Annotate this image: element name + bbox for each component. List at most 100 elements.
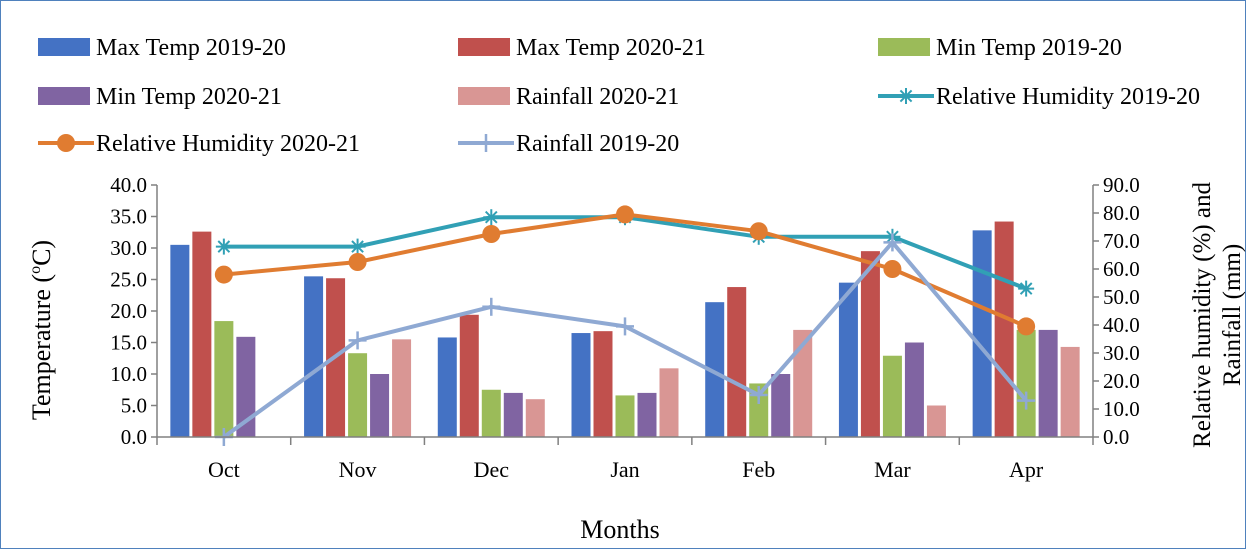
bar (459, 314, 479, 437)
y-tick-label: 35.0 (110, 205, 147, 229)
bar (437, 337, 457, 437)
y2-tick-label: 80.0 (1103, 201, 1140, 225)
line-group (214, 205, 1036, 446)
bar (192, 231, 212, 437)
x-tick-label: Apr (1009, 457, 1044, 482)
point-marker (1018, 280, 1035, 297)
y2-tick-label: 20.0 (1103, 369, 1140, 393)
legend-label: Min Temp 2020-21 (96, 84, 282, 110)
y2-tick-label: 70.0 (1103, 229, 1140, 253)
point-marker (348, 331, 367, 350)
legend-label: Relative Humidity 2020-21 (96, 131, 360, 157)
y-axis-title: Temperature (oC) (27, 240, 56, 420)
bar (838, 282, 858, 437)
bar (615, 395, 635, 437)
y-axis-title-end: C) (27, 240, 56, 266)
legend-swatch (38, 38, 90, 56)
bar (304, 276, 324, 437)
y-tick-label: 0.0 (121, 425, 147, 449)
point-marker (883, 233, 902, 252)
bar (659, 368, 679, 437)
y-tick-label: 5.0 (121, 394, 147, 418)
legend-swatch (458, 38, 510, 56)
bar (705, 302, 725, 437)
y2-tick-label: 60.0 (1103, 257, 1140, 281)
bar (236, 336, 256, 437)
y2-tick-label: 90.0 (1103, 173, 1140, 197)
legend-label: Max Temp 2020-21 (516, 35, 706, 61)
bar (860, 251, 880, 437)
x-tick-label: Jan (610, 457, 639, 482)
legend-label: Max Temp 2019-20 (96, 35, 286, 61)
y2-tick-label: 40.0 (1103, 313, 1140, 337)
x-axis-title: Months (580, 515, 659, 544)
y-tick-label: 20.0 (110, 299, 147, 323)
bar (525, 399, 545, 437)
legend-swatch (878, 38, 930, 56)
bar (882, 355, 902, 437)
y-tick-label: 25.0 (110, 268, 147, 292)
bar (571, 333, 591, 437)
bar (1016, 329, 1036, 437)
bar (926, 405, 946, 437)
point-marker (214, 265, 233, 284)
legend-swatch (458, 87, 510, 105)
series-line (223, 215, 1027, 291)
bar (481, 389, 501, 437)
point-marker (215, 238, 232, 255)
y2-tick-label: 0.0 (1103, 425, 1129, 449)
y2-tick-label: 10.0 (1103, 397, 1140, 421)
legend-label: Relative Humidity 2019-20 (936, 84, 1200, 110)
y-tick-label: 30.0 (110, 236, 147, 260)
point-marker (349, 238, 366, 255)
marker-stroke (484, 210, 498, 224)
bar (503, 392, 523, 437)
bar (593, 331, 613, 437)
legend-label: Min Temp 2019-20 (936, 35, 1122, 61)
point-marker (749, 386, 768, 404)
x-tick-label: Nov (339, 457, 377, 482)
bar (348, 353, 368, 437)
bar (214, 321, 234, 437)
bar (1060, 346, 1080, 437)
point-marker (57, 134, 75, 152)
x-tick-label: Dec (474, 457, 510, 482)
y2-axis-title-line2: Rainfall (mm) (1219, 244, 1246, 386)
bar (637, 392, 657, 437)
point-marker (1017, 391, 1036, 410)
x-tick-label: Mar (874, 457, 911, 482)
point-marker (898, 88, 914, 104)
point-marker (482, 225, 501, 243)
bar (392, 339, 412, 437)
legend: Max Temp 2019-20 Max Temp 2020-21 Min Temp… (38, 35, 1200, 157)
y2-axis-title-line1: Relative humidity (%) and (1189, 182, 1216, 448)
point-marker (883, 260, 902, 278)
point-marker (483, 209, 500, 226)
axes: 0.0 5.0 10.0 15.0 20.0 25.0 30.0 35.0 40.0 0.0 10.… (110, 173, 1140, 482)
bar (370, 374, 390, 437)
point-marker (749, 222, 768, 241)
x-tick-label: Feb (742, 457, 775, 482)
point-marker (1017, 317, 1036, 336)
point-marker (482, 297, 501, 316)
y-tick-label: 10.0 (110, 362, 147, 386)
bar-group (170, 221, 1080, 437)
point-marker (348, 253, 367, 271)
y-axis-title-sup: o (27, 266, 44, 274)
y2-tick-label: 30.0 (1103, 341, 1140, 365)
legend-swatch (38, 87, 90, 105)
bar (972, 230, 992, 437)
y-tick-label: 40.0 (110, 173, 147, 197)
y-axis-title-main: Temperature ( (27, 274, 56, 420)
point-marker (616, 205, 634, 224)
legend-label: Rainfall 2020-21 (516, 84, 679, 110)
bar (1038, 329, 1058, 437)
marker-stroke (899, 89, 913, 103)
x-tick-label: Oct (208, 457, 240, 482)
marker-stroke (217, 240, 231, 253)
marker-stroke (1019, 282, 1033, 295)
legend-label: Rainfall 2019-20 (516, 131, 679, 157)
bar (771, 374, 791, 437)
bar (727, 287, 747, 437)
